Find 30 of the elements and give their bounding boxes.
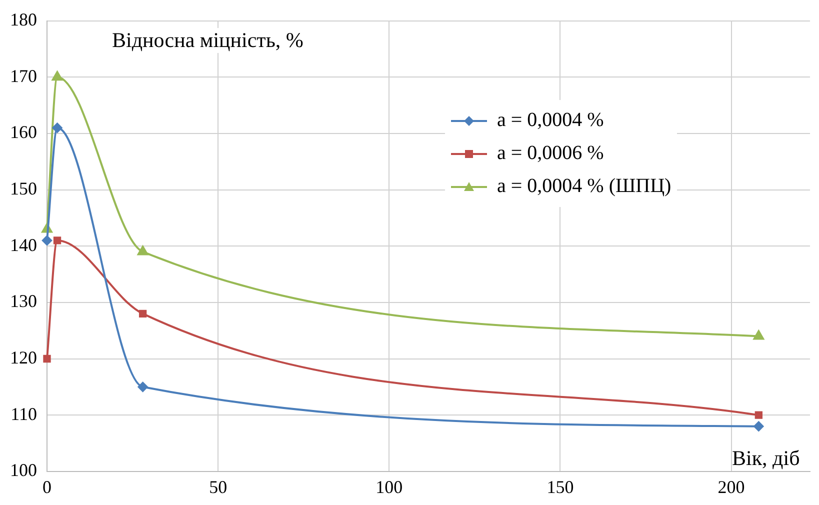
point xyxy=(52,71,63,81)
point xyxy=(137,246,148,256)
legend-label: a = 0,0004 % (ШПЦ) xyxy=(497,175,672,198)
y-tick-label: 120 xyxy=(10,347,37,368)
point xyxy=(53,236,62,244)
legend-label: a = 0,0006 % xyxy=(497,142,604,165)
y-tick-label: 150 xyxy=(10,178,37,199)
point xyxy=(754,421,764,432)
y-tick-label: 130 xyxy=(10,291,37,312)
legend-label: a = 0,0004 % xyxy=(497,109,604,132)
y-axis-title: Відносна міцність, % xyxy=(112,28,304,53)
point xyxy=(43,354,51,363)
y-tick-label: 180 xyxy=(10,10,37,30)
point xyxy=(138,382,148,392)
point xyxy=(754,411,763,419)
y-tick-label: 160 xyxy=(10,122,37,142)
y-tick-label: 140 xyxy=(10,234,37,255)
x-tick-label: 150 xyxy=(546,476,574,497)
point xyxy=(138,310,147,318)
x-tick-label: 200 xyxy=(718,476,745,497)
y-tick-label: 110 xyxy=(10,404,37,424)
point xyxy=(42,235,52,246)
x-tick-label: 50 xyxy=(209,476,228,497)
y-tick-label: 100 xyxy=(10,460,37,480)
x-axis-title: Вік, діб xyxy=(732,446,800,471)
x-tick-label: 0 xyxy=(42,476,52,497)
point xyxy=(753,330,764,340)
point xyxy=(52,122,62,133)
y-tick-label: 170 xyxy=(10,66,37,86)
x-tick-label: 100 xyxy=(376,476,403,497)
